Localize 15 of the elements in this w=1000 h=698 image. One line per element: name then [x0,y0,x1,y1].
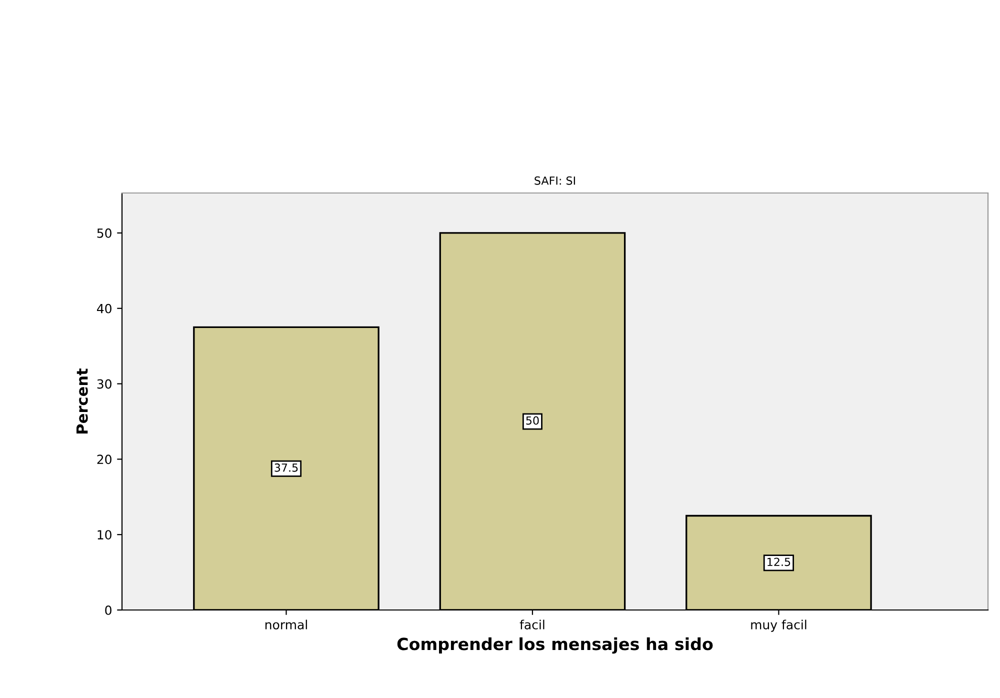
x-tick-label: normal [265,620,307,630]
data-label: 12.5 [768,558,790,566]
y-tick-label: 50 [97,228,112,238]
y-tick-label: 20 [97,454,112,464]
y-tick-label: 0 [105,605,112,615]
data-label: 37.5 [274,463,298,472]
x-tick-label: facil [520,620,544,630]
y-axis-title: Percent [76,368,88,434]
x-axis-title: Comprender los mensajes ha sido [397,637,713,654]
y-tick-label: 40 [96,304,112,314]
y-tick-label: 10 [98,530,112,540]
x-tick-label: muy facil [751,620,806,632]
chart-title: SAFI: SI [534,176,575,185]
y-tick-label: 30 [97,379,112,389]
data-label: 50 [526,416,539,425]
